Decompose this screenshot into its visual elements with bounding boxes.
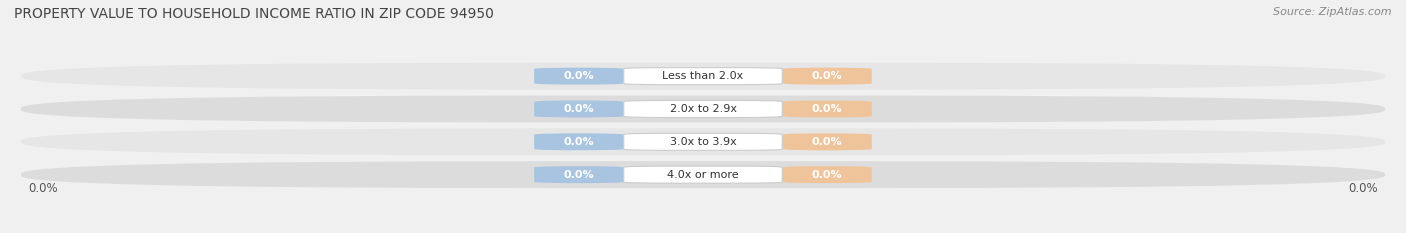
FancyBboxPatch shape (534, 68, 624, 85)
Text: 0.0%: 0.0% (1348, 182, 1378, 195)
Text: PROPERTY VALUE TO HOUSEHOLD INCOME RATIO IN ZIP CODE 94950: PROPERTY VALUE TO HOUSEHOLD INCOME RATIO… (14, 7, 494, 21)
Text: Source: ZipAtlas.com: Source: ZipAtlas.com (1274, 7, 1392, 17)
FancyBboxPatch shape (534, 100, 624, 117)
Text: 4.0x or more: 4.0x or more (668, 170, 738, 180)
Text: Less than 2.0x: Less than 2.0x (662, 71, 744, 81)
Text: 0.0%: 0.0% (564, 170, 595, 180)
Text: 0.0%: 0.0% (564, 137, 595, 147)
FancyBboxPatch shape (782, 68, 872, 85)
FancyBboxPatch shape (534, 166, 624, 183)
FancyBboxPatch shape (782, 133, 872, 150)
Text: 3.0x to 3.9x: 3.0x to 3.9x (669, 137, 737, 147)
FancyBboxPatch shape (534, 133, 624, 150)
FancyBboxPatch shape (21, 63, 1385, 90)
Text: 0.0%: 0.0% (811, 104, 842, 114)
FancyBboxPatch shape (782, 166, 872, 183)
Text: 0.0%: 0.0% (811, 137, 842, 147)
FancyBboxPatch shape (624, 68, 782, 85)
FancyBboxPatch shape (782, 100, 872, 117)
Text: 0.0%: 0.0% (564, 104, 595, 114)
Text: 2.0x to 2.9x: 2.0x to 2.9x (669, 104, 737, 114)
Text: 0.0%: 0.0% (564, 71, 595, 81)
FancyBboxPatch shape (21, 96, 1385, 123)
FancyBboxPatch shape (21, 161, 1385, 188)
FancyBboxPatch shape (624, 133, 782, 150)
FancyBboxPatch shape (624, 166, 782, 183)
FancyBboxPatch shape (624, 100, 782, 117)
Text: 0.0%: 0.0% (811, 71, 842, 81)
Text: 0.0%: 0.0% (811, 170, 842, 180)
Text: 0.0%: 0.0% (28, 182, 58, 195)
FancyBboxPatch shape (21, 128, 1385, 155)
